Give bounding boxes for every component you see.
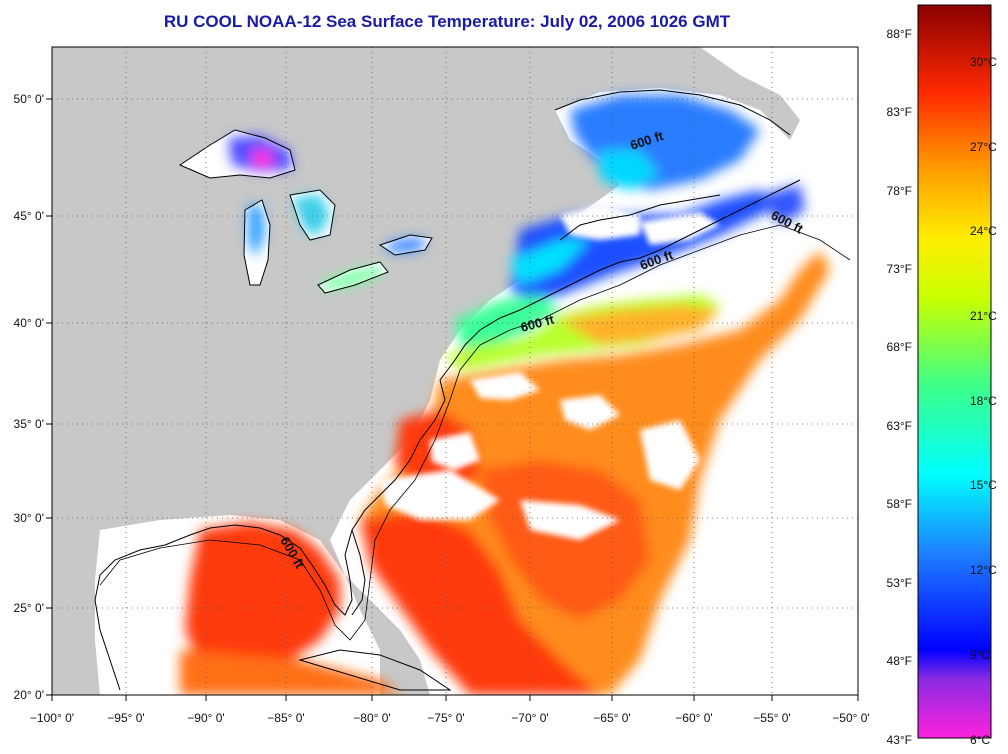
lon-label: −85° 0'	[267, 711, 304, 725]
colorbar-label-f: 78°F	[887, 184, 912, 198]
lat-label: 25° 0'	[14, 601, 44, 615]
map-frame	[51, 46, 859, 696]
lon-label: −95° 0'	[107, 711, 144, 725]
lon-label: −50° 0'	[832, 711, 869, 725]
colorbar-label-f: 43°F	[887, 733, 912, 747]
lon-label: −80° 0'	[353, 711, 390, 725]
axis-ticks	[46, 98, 859, 701]
lon-label: −65° 0'	[593, 711, 630, 725]
map-area: 600 ft 600 ft 600 ft 600 ft 600 ft	[52, 47, 858, 695]
coastlines	[94, 89, 801, 691]
colorbar-label-f: 83°F	[887, 105, 912, 119]
lat-label: 30° 0'	[14, 511, 44, 525]
lon-label: −75° 0'	[427, 711, 464, 725]
colorbar-label-f: 58°F	[887, 497, 912, 511]
colorbar-label-c: 18°C	[970, 394, 997, 408]
lon-label: −55° 0'	[753, 711, 790, 725]
colorbar-label-c: 15°C	[970, 478, 997, 492]
colorbar-label-f: 73°F	[887, 262, 912, 276]
colorbar-celsius-labels: 30°C 27°C 24°C 21°C 18°C 15°C 12°C 9°C 6…	[970, 55, 997, 747]
graticule	[52, 47, 858, 695]
colorbar-fahrenheit-labels: 88°F 83°F 78°F 73°F 68°F 63°F 58°F 53°F …	[887, 27, 912, 747]
latitude-labels: 50° 0' 45° 0' 40° 0' 35° 0' 30° 0' 25° 0…	[14, 92, 44, 702]
colorbar-label-f: 48°F	[887, 654, 912, 668]
lon-label: −70° 0'	[511, 711, 548, 725]
longitude-labels: −100° 0' −95° 0' −90° 0' −85° 0' −80° 0'…	[30, 711, 870, 725]
colorbar-label-f: 68°F	[887, 340, 912, 354]
colorbar-label-f: 53°F	[887, 576, 912, 590]
colorbar-label-c: 30°C	[970, 55, 997, 69]
lat-label: 35° 0'	[14, 417, 44, 431]
isobath-600ft	[99, 224, 851, 641]
lat-label: 45° 0'	[14, 209, 44, 223]
map-title: RU COOL NOAA-12 Sea Surface Temperature:…	[163, 12, 731, 31]
colorbar-label-f: 88°F	[887, 27, 912, 41]
lat-label: 20° 0'	[14, 688, 44, 702]
colorbar-label-c: 24°C	[970, 224, 997, 238]
cloud-patches	[380, 205, 720, 540]
colorbar-label-c: 12°C	[970, 563, 997, 577]
colorbar-label-c: 21°C	[970, 309, 997, 323]
colorbar-label-c: 27°C	[970, 140, 997, 154]
sst-field	[180, 95, 830, 695]
lat-label: 40° 0'	[14, 316, 44, 330]
lon-label: −60° 0'	[675, 711, 712, 725]
colorbar	[917, 4, 992, 739]
colorbar-label-c: 6°C	[970, 733, 990, 747]
lat-label: 50° 0'	[14, 92, 44, 106]
colorbar-label-f: 63°F	[887, 419, 912, 433]
colorbar-label-c: 9°C	[970, 648, 990, 662]
lon-label: −100° 0'	[30, 711, 74, 725]
lon-label: −90° 0'	[187, 711, 224, 725]
